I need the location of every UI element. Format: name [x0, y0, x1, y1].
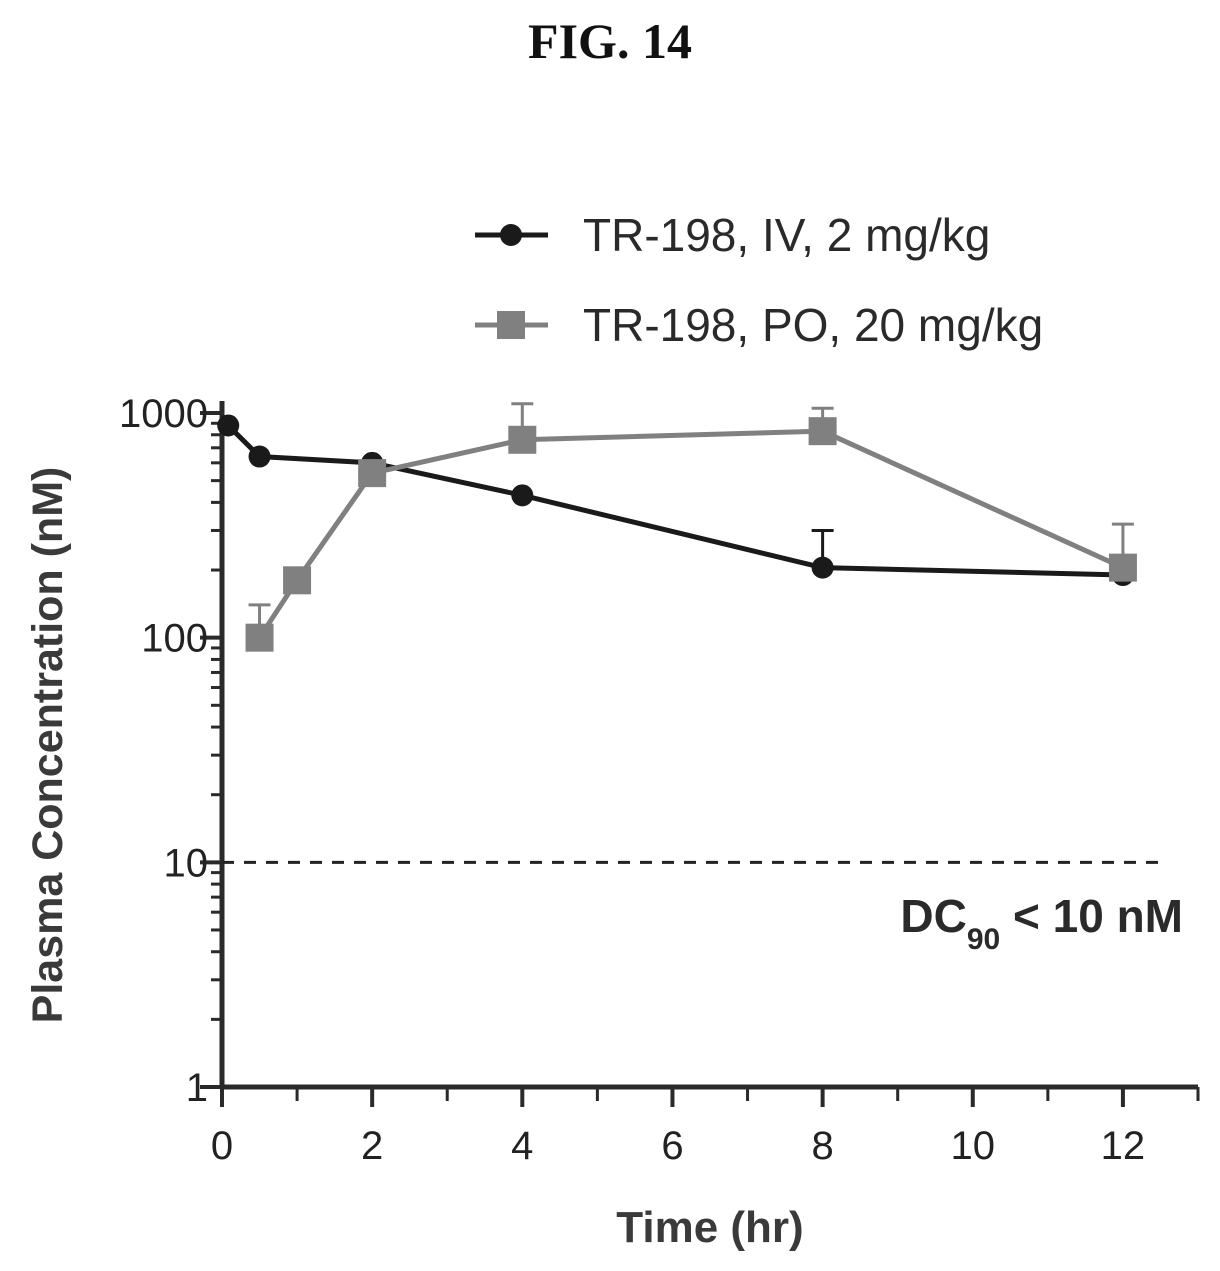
- legend-label: TR-198, PO, 20 mg/kg: [583, 299, 1043, 351]
- series-2: [245, 402, 1137, 652]
- figure-title: FIG. 14: [528, 13, 692, 69]
- x-tick-label: 12: [1101, 1124, 1146, 1168]
- data-point: [217, 414, 240, 437]
- data-point: [1108, 553, 1137, 582]
- legend-swatch-marker: [497, 311, 525, 339]
- legend-swatch-marker: [500, 224, 522, 246]
- legend-item-2: TR-198, PO, 20 mg/kg: [475, 299, 1043, 351]
- x-tick-label: 8: [811, 1124, 833, 1168]
- data-point: [358, 459, 387, 488]
- axes: 0 2 4 6 8 10 12 1 10 100 1000: [119, 392, 1200, 1168]
- data-point: [248, 445, 271, 468]
- data-point: [245, 623, 274, 652]
- legend-item-1: TR-198, IV, 2 mg/kg: [475, 209, 990, 261]
- data-point: [508, 425, 537, 454]
- y-tick-label: 1: [186, 1066, 208, 1110]
- legend-label: TR-198, IV, 2 mg/kg: [583, 209, 990, 261]
- data-point: [808, 417, 837, 446]
- data-point: [283, 566, 312, 595]
- x-tick-label: 10: [951, 1124, 996, 1168]
- series-group: [217, 402, 1137, 652]
- y-axis-label: Plasma Concentration (nM): [24, 467, 72, 1024]
- reference-line-label: DC90 < 10 nM: [900, 890, 1183, 956]
- x-axis-label: Time (hr): [616, 1203, 803, 1252]
- x-tick-label: 4: [511, 1124, 533, 1168]
- x-tick-label: 6: [661, 1124, 683, 1168]
- y-tick-label: 100: [141, 617, 208, 661]
- x-tick-label: 2: [361, 1124, 383, 1168]
- legend: TR-198, IV, 2 mg/kg TR-198, PO, 20 mg/kg: [475, 209, 1043, 351]
- data-point: [811, 556, 834, 579]
- series-line: [226, 423, 1123, 578]
- data-point: [511, 484, 534, 507]
- y-tick-label: 10: [164, 841, 209, 885]
- reference-line-group: DC90 < 10 nM: [222, 860, 1183, 956]
- y-tick-label: 1000: [119, 392, 208, 436]
- x-tick-label: 0: [211, 1124, 233, 1168]
